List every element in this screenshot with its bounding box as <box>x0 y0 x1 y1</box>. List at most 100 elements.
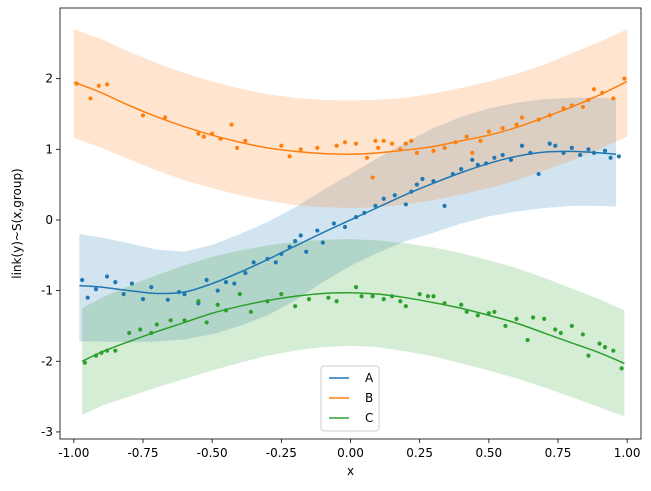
point-c <box>82 360 87 365</box>
point-a <box>470 157 475 163</box>
point-b <box>431 148 436 153</box>
point-b <box>353 141 359 146</box>
point-a <box>547 141 552 146</box>
point-a <box>331 221 336 226</box>
point-b <box>234 145 240 150</box>
point-c <box>619 366 624 371</box>
point-a <box>561 150 566 155</box>
point-a <box>362 210 367 215</box>
point-b <box>201 134 206 139</box>
point-b <box>470 150 475 155</box>
point-b <box>140 113 146 118</box>
point-a <box>392 193 397 198</box>
point-a <box>475 162 480 167</box>
point-a <box>204 277 209 283</box>
point-c <box>475 313 480 318</box>
point-c <box>398 299 403 304</box>
point-c <box>306 297 312 302</box>
point-b <box>591 87 597 92</box>
point-c <box>334 299 339 304</box>
point-b <box>600 90 605 95</box>
point-c <box>486 311 491 316</box>
point-b <box>315 145 320 150</box>
point-a <box>293 239 298 244</box>
point-c <box>93 353 99 358</box>
point-b <box>74 81 79 86</box>
point-c <box>503 323 508 329</box>
point-a <box>232 281 237 286</box>
point-a <box>104 274 110 279</box>
point-a <box>616 154 621 159</box>
y-tick-label: -3 <box>41 425 53 439</box>
point-b <box>403 141 408 146</box>
point-a <box>113 280 118 285</box>
point-a <box>528 150 533 155</box>
point-b <box>442 145 447 150</box>
y-tick-label: 1 <box>45 142 53 156</box>
point-c <box>558 330 563 336</box>
point-c <box>353 284 359 290</box>
point-c <box>403 304 408 309</box>
point-b <box>381 138 386 143</box>
y-tick-label: -2 <box>41 354 53 368</box>
point-b <box>298 147 303 152</box>
point-c <box>425 294 431 299</box>
point-b <box>342 140 348 145</box>
point-c <box>580 332 586 337</box>
x-tick-label: 0.75 <box>545 446 572 460</box>
point-c <box>138 327 143 332</box>
point-b <box>88 96 93 101</box>
point-a <box>320 240 325 245</box>
point-b <box>622 76 627 81</box>
point-a <box>553 143 558 148</box>
point-c <box>586 353 591 358</box>
point-c <box>359 294 364 299</box>
x-tick-label: -0.25 <box>266 446 297 460</box>
data-points <box>74 76 627 371</box>
point-c <box>204 320 209 325</box>
point-a <box>602 148 608 153</box>
point-c <box>237 292 242 297</box>
point-a <box>536 171 541 177</box>
x-axis-label: x <box>347 464 354 478</box>
line-a <box>79 150 617 295</box>
point-a <box>459 167 464 172</box>
point-b <box>229 122 234 127</box>
point-c <box>569 323 574 329</box>
point-b <box>478 138 483 143</box>
point-a <box>381 196 386 201</box>
point-a <box>420 176 425 182</box>
point-b <box>561 106 566 111</box>
band-a <box>79 97 617 343</box>
point-b <box>580 104 586 110</box>
point-c <box>326 295 331 300</box>
point-a <box>591 150 597 155</box>
point-c <box>248 309 253 314</box>
point-a <box>265 256 270 261</box>
point-a <box>304 249 309 254</box>
point-c <box>223 308 229 313</box>
x-tick-label: 0.00 <box>337 446 364 460</box>
point-b <box>389 141 395 146</box>
points-a <box>80 141 621 306</box>
point-a <box>353 215 359 220</box>
point-a <box>298 233 303 238</box>
point-b <box>196 131 201 136</box>
point-a <box>442 203 447 208</box>
point-c <box>113 348 118 353</box>
point-a <box>279 251 284 256</box>
point-b <box>414 150 419 155</box>
point-a <box>403 202 408 207</box>
point-a <box>129 281 135 286</box>
point-b <box>243 138 248 143</box>
point-a <box>273 260 278 265</box>
band-c <box>82 239 625 417</box>
legend-label-b: B <box>365 391 373 405</box>
point-a <box>409 189 414 194</box>
point-c <box>168 318 173 323</box>
point-a <box>176 289 182 295</box>
legend: ABC <box>320 365 380 432</box>
y-tick-label: -1 <box>41 284 53 298</box>
point-a <box>414 182 419 187</box>
point-a <box>80 277 85 283</box>
